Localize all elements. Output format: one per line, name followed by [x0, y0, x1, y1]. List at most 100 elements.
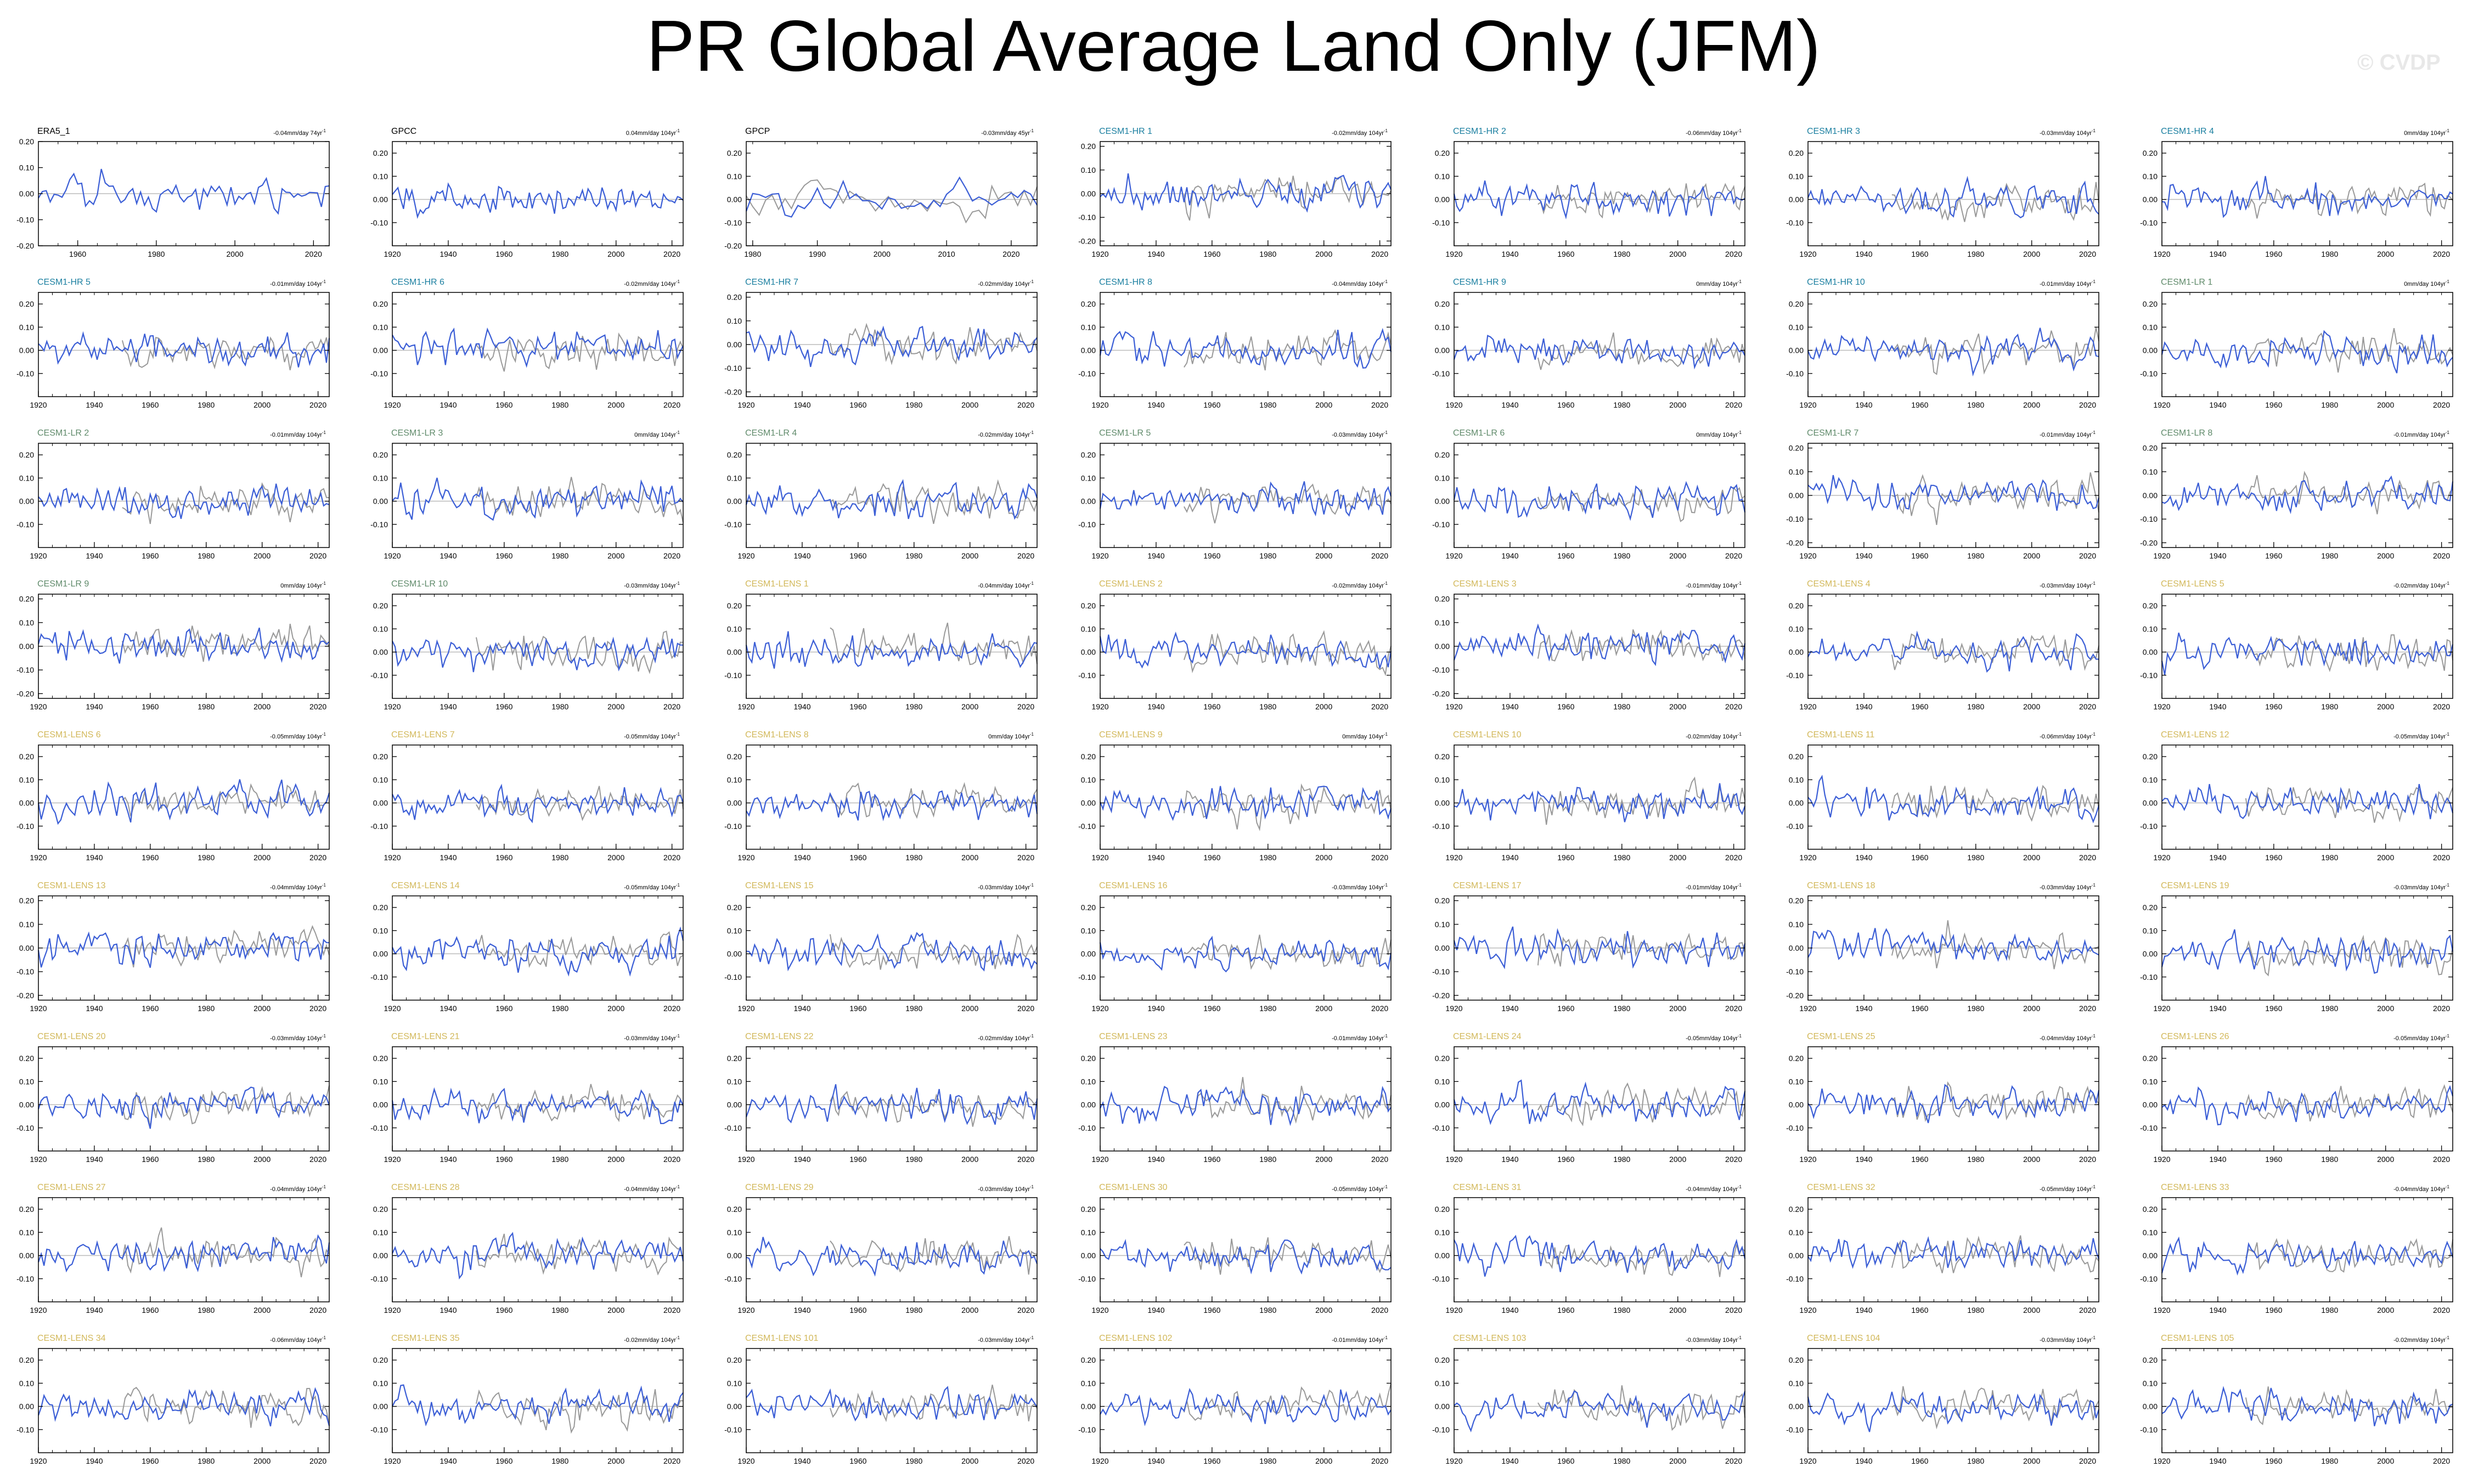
- x-tick-label: 2000: [254, 1306, 271, 1314]
- x-tick-label: 1980: [551, 1306, 568, 1314]
- x-tick-label: 1960: [1203, 551, 1220, 560]
- y-tick-label: 0.10: [727, 473, 742, 482]
- y-tick-label: 0.20: [1789, 752, 1804, 761]
- x-tick-label: 2020: [309, 702, 326, 711]
- y-tick-label: 0.10: [727, 926, 742, 935]
- x-tick-label: 1960: [142, 1155, 159, 1164]
- x-tick-label: 1960: [849, 1306, 866, 1314]
- panel-cesm1-lr-5: CESM1-LR 5 -0.03mm/day 104yr-1 1920 1940 196…: [1078, 428, 1392, 560]
- plot-frame: [392, 443, 684, 548]
- x-tick-label: 1980: [2321, 1004, 2338, 1013]
- x-tick-label: 1980: [1613, 1155, 1630, 1164]
- x-tick-label: 1980: [551, 1004, 568, 1013]
- panel-trend: -0.04mm/day 104yr-1: [2393, 1184, 2449, 1193]
- plot-frame: [1100, 443, 1392, 548]
- y-tick-label: 0.20: [727, 752, 742, 761]
- x-tick-label: 2020: [1017, 1004, 1034, 1013]
- x-tick-label: 1960: [1911, 853, 1928, 862]
- y-tick-label: 0.10: [19, 473, 34, 482]
- model-series-line: [2161, 1236, 2454, 1276]
- y-tick-label: 0.10: [373, 1077, 388, 1086]
- x-tick-label: 1940: [793, 1155, 810, 1164]
- x-tick-label: 1960: [69, 250, 86, 258]
- x-tick-label: 1920: [384, 1306, 401, 1314]
- x-tick-label: 1940: [1855, 1306, 1872, 1314]
- x-tick-label: 2020: [309, 400, 326, 409]
- y-tick-label: 0.20: [1081, 142, 1096, 151]
- model-series-line: [392, 783, 684, 823]
- panel-cesm1-lens-101: CESM1-LENS 101 -0.03mm/day 104yr-1 1920 194…: [724, 1334, 1038, 1465]
- y-tick-label: -0.10: [1078, 1124, 1096, 1132]
- y-tick-label: 0.00: [1081, 1251, 1096, 1260]
- x-tick-label: 2000: [2023, 1306, 2040, 1314]
- x-tick-label: 1920: [1799, 853, 1816, 862]
- x-tick-label: 2000: [2023, 1155, 2040, 1164]
- model-series-line: [1454, 1390, 1746, 1432]
- panel-title: CESM1-LENS 3: [1453, 579, 1517, 589]
- x-tick-label: 1960: [1911, 400, 1928, 409]
- y-tick-label: 0.20: [727, 1356, 742, 1364]
- panel-trend: 0mm/day 104yr-1: [2404, 128, 2449, 137]
- x-tick-label: 2000: [1315, 400, 1332, 409]
- panel-title: CESM1-LENS 28: [391, 1183, 460, 1192]
- y-tick-label: 0.10: [2143, 775, 2158, 784]
- y-tick-label: -0.10: [1432, 822, 1450, 831]
- x-tick-label: 2020: [2433, 250, 2450, 258]
- model-series-line: [392, 477, 684, 521]
- y-tick-label: 0.00: [2143, 346, 2158, 355]
- y-tick-label: -0.10: [2140, 218, 2158, 227]
- x-tick-label: 1980: [2321, 400, 2338, 409]
- y-tick-label: 0.20: [2143, 1356, 2158, 1364]
- x-tick-label: 2020: [663, 1457, 680, 1465]
- x-tick-label: 1920: [30, 1004, 47, 1013]
- panel-title: CESM1-HR 1: [1099, 127, 1152, 136]
- panel-cesm1-hr-3: CESM1-HR 3 -0.03mm/day 104yr-1 1920 1940 196…: [1786, 127, 2099, 258]
- x-tick-label: 2000: [2377, 853, 2394, 862]
- x-tick-label: 1940: [440, 702, 457, 711]
- y-tick-label: 0.10: [19, 163, 34, 172]
- x-tick-label: 1940: [1501, 551, 1518, 560]
- y-tick-label: 0.10: [1435, 323, 1450, 331]
- model-series-line: [1099, 935, 1392, 973]
- x-tick-label: 1960: [1911, 1306, 1928, 1314]
- panel-trend: -0.03mm/day 104yr-1: [270, 1034, 326, 1042]
- model-series-line: [1100, 173, 1392, 213]
- y-tick-label: 0.00: [373, 1101, 388, 1109]
- x-tick-label: 2020: [1725, 400, 1742, 409]
- x-tick-label: 1940: [2209, 702, 2226, 711]
- y-tick-label: 0.00: [19, 944, 34, 952]
- x-tick-label: 1980: [198, 702, 215, 711]
- y-tick-label: -0.20: [1432, 991, 1450, 1000]
- x-tick-label: 2020: [2079, 853, 2096, 862]
- y-tick-label: -0.20: [2140, 538, 2158, 547]
- panel-trend: -0.06mm/day 104yr-1: [1686, 128, 1742, 137]
- panel-trend: -0.03mm/day 104yr-1: [2040, 128, 2096, 137]
- x-tick-label: 1980: [1613, 1306, 1630, 1314]
- y-tick-label: 0.00: [1435, 799, 1450, 808]
- observed-series-line: [2245, 1238, 2453, 1273]
- panel-title: CESM1-LENS 15: [745, 881, 814, 890]
- x-tick-label: 2000: [254, 1155, 271, 1164]
- x-tick-label: 1980: [905, 1306, 922, 1314]
- x-tick-label: 1960: [495, 853, 512, 862]
- plot-frame: [38, 1197, 330, 1302]
- panel-trend: -0.04mm/day 104yr-1: [624, 1184, 680, 1193]
- x-tick-label: 2000: [2023, 250, 2040, 258]
- y-tick-label: -0.10: [1078, 369, 1096, 378]
- y-tick-label: -0.10: [1432, 665, 1450, 674]
- y-tick-label: 0.10: [2143, 1228, 2158, 1237]
- x-tick-label: 2020: [1725, 551, 1742, 560]
- observed-series-line: [1537, 776, 1745, 825]
- panel-cesm1-lens-16: CESM1-LENS 16 -0.03mm/day 104yr-1 1920 1940…: [1078, 881, 1392, 1013]
- panel-trend: 0mm/day 104yr-1: [280, 581, 326, 589]
- model-series-line: [2161, 330, 2453, 374]
- y-tick-label: 0.10: [727, 172, 742, 180]
- y-tick-label: 0.10: [19, 1228, 34, 1237]
- panel-title: CESM1-LENS 11: [1807, 730, 1874, 740]
- x-tick-label: 1960: [1557, 853, 1574, 862]
- x-tick-label: 2000: [1669, 702, 1686, 711]
- x-tick-label: 2000: [1315, 250, 1332, 258]
- panel-cesm1-lens-10: CESM1-LENS 10 -0.02mm/day 104yr-1 1920 1940…: [1432, 730, 1746, 862]
- plot-frame: [1807, 1046, 2099, 1152]
- y-tick-label: 0.20: [19, 752, 34, 761]
